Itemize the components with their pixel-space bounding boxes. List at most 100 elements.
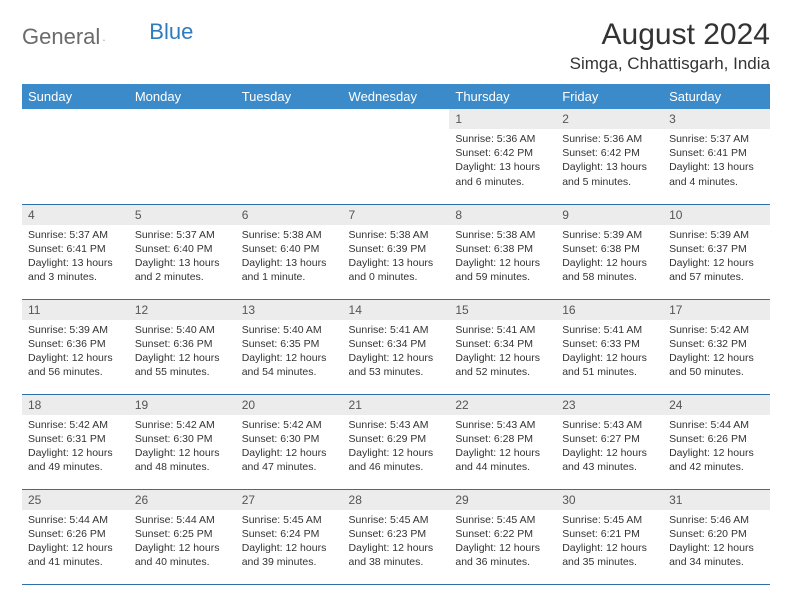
day-number xyxy=(236,109,343,115)
sunrise-text: Sunrise: 5:44 AM xyxy=(135,513,230,527)
daylight-text: Daylight: 12 hours and 56 minutes. xyxy=(28,351,123,379)
day-details: Sunrise: 5:41 AMSunset: 6:34 PMDaylight:… xyxy=(449,320,556,384)
day-details: Sunrise: 5:45 AMSunset: 6:22 PMDaylight:… xyxy=(449,510,556,574)
daylight-text: Daylight: 12 hours and 55 minutes. xyxy=(135,351,230,379)
day-details: Sunrise: 5:37 AMSunset: 6:40 PMDaylight:… xyxy=(129,225,236,289)
calendar-page: General Blue August 2024 Simga, Chhattis… xyxy=(0,0,792,595)
calendar-day-cell: 1Sunrise: 5:36 AMSunset: 6:42 PMDaylight… xyxy=(449,109,556,204)
logo-text-part1: General xyxy=(22,24,100,50)
calendar-day-cell xyxy=(22,109,129,204)
day-number: 30 xyxy=(556,490,663,510)
daylight-text: Daylight: 12 hours and 41 minutes. xyxy=(28,541,123,569)
day-number: 19 xyxy=(129,395,236,415)
day-number: 10 xyxy=(663,205,770,225)
calendar-day-cell: 24Sunrise: 5:44 AMSunset: 6:26 PMDayligh… xyxy=(663,394,770,489)
sunset-text: Sunset: 6:41 PM xyxy=(669,146,764,160)
calendar-day-cell: 16Sunrise: 5:41 AMSunset: 6:33 PMDayligh… xyxy=(556,299,663,394)
daylight-text: Daylight: 12 hours and 46 minutes. xyxy=(349,446,444,474)
day-number: 27 xyxy=(236,490,343,510)
sunset-text: Sunset: 6:25 PM xyxy=(135,527,230,541)
calendar-day-cell: 30Sunrise: 5:45 AMSunset: 6:21 PMDayligh… xyxy=(556,489,663,584)
title-block: August 2024 Simga, Chhattisgarh, India xyxy=(570,18,770,74)
calendar-day-cell: 28Sunrise: 5:45 AMSunset: 6:23 PMDayligh… xyxy=(343,489,450,584)
weekday-header: Friday xyxy=(556,84,663,109)
sunrise-text: Sunrise: 5:36 AM xyxy=(562,132,657,146)
day-details: Sunrise: 5:45 AMSunset: 6:21 PMDaylight:… xyxy=(556,510,663,574)
calendar-week-row: 4Sunrise: 5:37 AMSunset: 6:41 PMDaylight… xyxy=(22,204,770,299)
calendar-day-cell: 22Sunrise: 5:43 AMSunset: 6:28 PMDayligh… xyxy=(449,394,556,489)
day-details: Sunrise: 5:43 AMSunset: 6:28 PMDaylight:… xyxy=(449,415,556,479)
day-number: 14 xyxy=(343,300,450,320)
day-details: Sunrise: 5:45 AMSunset: 6:24 PMDaylight:… xyxy=(236,510,343,574)
sunrise-text: Sunrise: 5:45 AM xyxy=(349,513,444,527)
calendar-week-row: 25Sunrise: 5:44 AMSunset: 6:26 PMDayligh… xyxy=(22,489,770,584)
day-details: Sunrise: 5:44 AMSunset: 6:25 PMDaylight:… xyxy=(129,510,236,574)
daylight-text: Daylight: 12 hours and 53 minutes. xyxy=(349,351,444,379)
calendar-day-cell: 10Sunrise: 5:39 AMSunset: 6:37 PMDayligh… xyxy=(663,204,770,299)
day-number: 21 xyxy=(343,395,450,415)
calendar-day-cell: 9 Sunrise: 5:39 AMSunset: 6:38 PMDaylight… xyxy=(556,204,663,299)
sunset-text: Sunset: 6:42 PM xyxy=(562,146,657,160)
daylight-text: Daylight: 12 hours and 52 minutes. xyxy=(455,351,550,379)
sunrise-text: Sunrise: 5:38 AM xyxy=(455,228,550,242)
sunset-text: Sunset: 6:30 PM xyxy=(242,432,337,446)
sunrise-text: Sunrise: 5:43 AM xyxy=(562,418,657,432)
weekday-header: Sunday xyxy=(22,84,129,109)
day-details: Sunrise: 5:45 AMSunset: 6:23 PMDaylight:… xyxy=(343,510,450,574)
sunrise-text: Sunrise: 5:40 AM xyxy=(242,323,337,337)
sunrise-text: Sunrise: 5:37 AM xyxy=(669,132,764,146)
day-details: Sunrise: 5:43 AMSunset: 6:29 PMDaylight:… xyxy=(343,415,450,479)
sunset-text: Sunset: 6:30 PM xyxy=(135,432,230,446)
sunset-text: Sunset: 6:34 PM xyxy=(455,337,550,351)
day-details: Sunrise: 5:39 AMSunset: 6:36 PMDaylight:… xyxy=(22,320,129,384)
day-details: Sunrise: 5:39 AMSunset: 6:37 PMDaylight:… xyxy=(663,225,770,289)
day-number: 23 xyxy=(556,395,663,415)
daylight-text: Daylight: 12 hours and 44 minutes. xyxy=(455,446,550,474)
daylight-text: Daylight: 12 hours and 39 minutes. xyxy=(242,541,337,569)
sunrise-text: Sunrise: 5:39 AM xyxy=(28,323,123,337)
sunrise-text: Sunrise: 5:40 AM xyxy=(135,323,230,337)
sunrise-text: Sunrise: 5:39 AM xyxy=(562,228,657,242)
weekday-header: Saturday xyxy=(663,84,770,109)
daylight-text: Daylight: 13 hours and 5 minutes. xyxy=(562,160,657,188)
day-details: Sunrise: 5:44 AMSunset: 6:26 PMDaylight:… xyxy=(22,510,129,574)
sunset-text: Sunset: 6:38 PM xyxy=(455,242,550,256)
weekday-header: Thursday xyxy=(449,84,556,109)
day-number: 6 xyxy=(236,205,343,225)
day-number: 9 xyxy=(556,205,663,225)
day-number: 29 xyxy=(449,490,556,510)
daylight-text: Daylight: 13 hours and 3 minutes. xyxy=(28,256,123,284)
day-number xyxy=(129,109,236,115)
daylight-text: Daylight: 12 hours and 51 minutes. xyxy=(562,351,657,379)
sunset-text: Sunset: 6:36 PM xyxy=(135,337,230,351)
calendar-day-cell xyxy=(129,109,236,204)
day-details: Sunrise: 5:42 AMSunset: 6:32 PMDaylight:… xyxy=(663,320,770,384)
day-details: Sunrise: 5:43 AMSunset: 6:27 PMDaylight:… xyxy=(556,415,663,479)
calendar-day-cell: 12Sunrise: 5:40 AMSunset: 6:36 PMDayligh… xyxy=(129,299,236,394)
sunset-text: Sunset: 6:33 PM xyxy=(562,337,657,351)
calendar-week-row: 18Sunrise: 5:42 AMSunset: 6:31 PMDayligh… xyxy=(22,394,770,489)
day-details: Sunrise: 5:40 AMSunset: 6:35 PMDaylight:… xyxy=(236,320,343,384)
sunrise-text: Sunrise: 5:44 AM xyxy=(669,418,764,432)
calendar-day-cell: 21Sunrise: 5:43 AMSunset: 6:29 PMDayligh… xyxy=(343,394,450,489)
day-number: 20 xyxy=(236,395,343,415)
sunrise-text: Sunrise: 5:43 AM xyxy=(455,418,550,432)
daylight-text: Daylight: 12 hours and 36 minutes. xyxy=(455,541,550,569)
day-details: Sunrise: 5:36 AMSunset: 6:42 PMDaylight:… xyxy=(449,129,556,193)
day-number xyxy=(343,109,450,115)
sunrise-text: Sunrise: 5:41 AM xyxy=(349,323,444,337)
sunset-text: Sunset: 6:38 PM xyxy=(562,242,657,256)
sunset-text: Sunset: 6:40 PM xyxy=(242,242,337,256)
calendar-day-cell: 15Sunrise: 5:41 AMSunset: 6:34 PMDayligh… xyxy=(449,299,556,394)
calendar-day-cell xyxy=(343,109,450,204)
sunrise-text: Sunrise: 5:42 AM xyxy=(28,418,123,432)
sunset-text: Sunset: 6:36 PM xyxy=(28,337,123,351)
calendar-day-cell: 7Sunrise: 5:38 AMSunset: 6:39 PMDaylight… xyxy=(343,204,450,299)
day-number xyxy=(22,109,129,115)
day-number: 15 xyxy=(449,300,556,320)
sunset-text: Sunset: 6:31 PM xyxy=(28,432,123,446)
weekday-header: Monday xyxy=(129,84,236,109)
day-details: Sunrise: 5:38 AMSunset: 6:38 PMDaylight:… xyxy=(449,225,556,289)
daylight-text: Daylight: 12 hours and 58 minutes. xyxy=(562,256,657,284)
weekday-header: Wednesday xyxy=(343,84,450,109)
